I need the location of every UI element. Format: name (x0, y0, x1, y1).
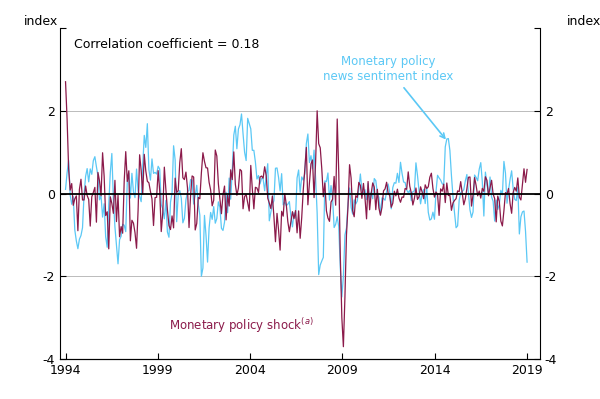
Text: index: index (24, 15, 58, 28)
Text: Monetary policy
news sentiment index: Monetary policy news sentiment index (323, 55, 454, 138)
Text: Correlation coefficient = 0.18: Correlation coefficient = 0.18 (74, 38, 260, 51)
Text: Monetary policy shock$^{(a)}$: Monetary policy shock$^{(a)}$ (169, 316, 313, 336)
Text: index: index (566, 15, 600, 28)
